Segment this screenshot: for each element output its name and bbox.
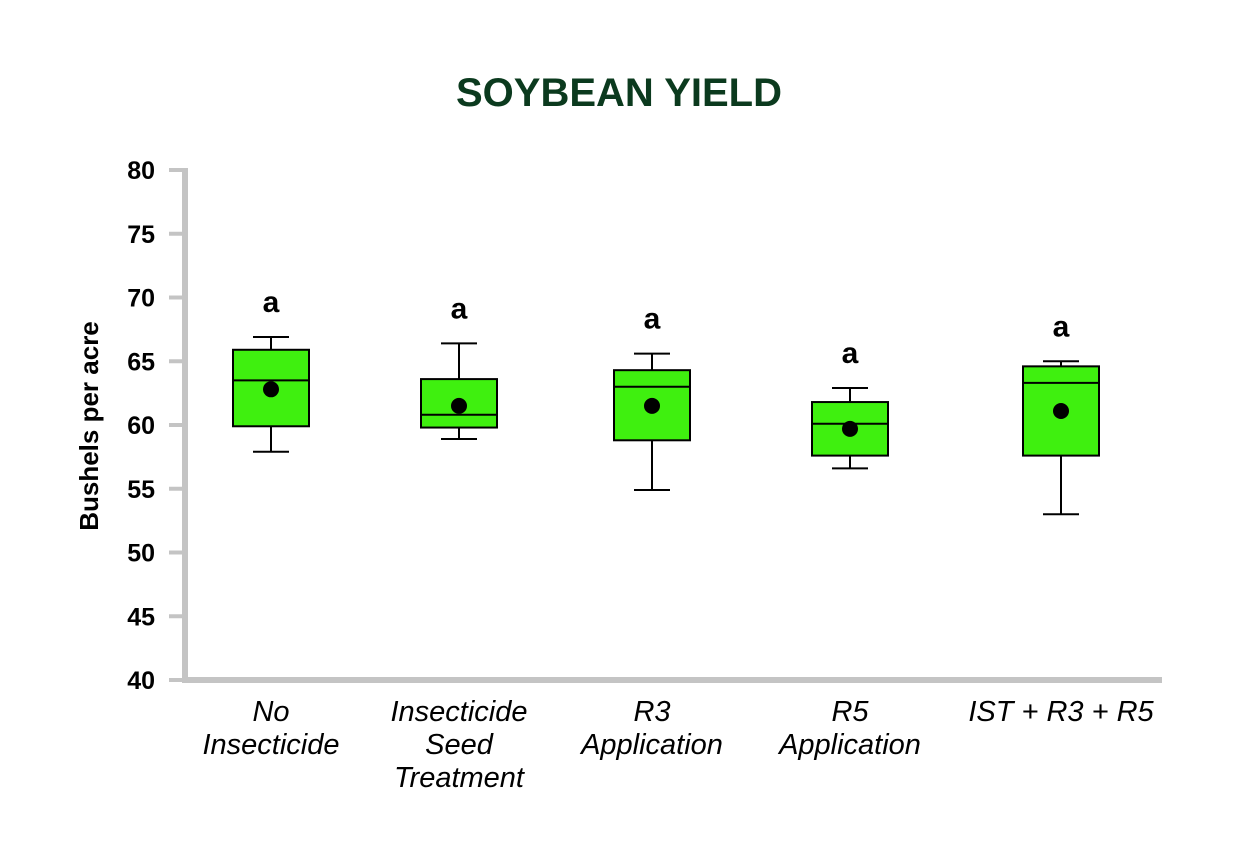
category-label-line: R3 xyxy=(633,696,670,728)
mean-marker xyxy=(263,381,279,398)
y-tick-label: 60 xyxy=(127,412,155,440)
category-label: R5 Application xyxy=(777,696,921,761)
category-label: R3 Application xyxy=(579,696,723,761)
category-label-line: Insecticide xyxy=(202,729,339,761)
category-label-line: Application xyxy=(579,729,723,761)
box-group: a xyxy=(613,303,691,492)
chart-title: SOYBEAN YIELD xyxy=(456,71,782,115)
category-label-line: Seed xyxy=(425,729,494,761)
significance-letter: a xyxy=(644,303,661,336)
mean-marker xyxy=(1053,402,1069,419)
significance-letter: a xyxy=(451,292,468,325)
significance-letter: a xyxy=(842,337,859,370)
y-tick-label: 75 xyxy=(127,221,155,249)
category-label-line: Insecticide xyxy=(390,696,527,728)
category-label-line: No xyxy=(252,696,289,728)
y-axis-ticks: 40 45 50 55 60 65 70 75 80 xyxy=(127,157,185,695)
category-label: IST + R3 + R5 xyxy=(968,696,1154,728)
significance-letter: a xyxy=(263,286,280,319)
category-label-line: R5 xyxy=(831,696,869,728)
category-label: Insecticide Seed Treatment xyxy=(390,696,527,794)
box-group: a xyxy=(232,286,310,453)
category-label: No Insecticide xyxy=(202,696,339,761)
category-label-line: IST + R3 + R5 xyxy=(968,696,1154,728)
category-label-line: Treatment xyxy=(394,762,526,794)
y-tick-label: 70 xyxy=(127,285,155,313)
mean-marker xyxy=(451,397,467,414)
y-tick-label: 65 xyxy=(127,348,155,376)
box-group: a xyxy=(811,337,889,470)
y-tick-label: 40 xyxy=(127,667,155,695)
y-tick-label: 50 xyxy=(127,540,155,568)
mean-marker xyxy=(644,397,660,414)
y-tick-label: 45 xyxy=(127,603,155,631)
significance-letter: a xyxy=(1053,310,1070,343)
box-group: a xyxy=(420,292,498,441)
box-group: a xyxy=(1022,310,1100,516)
mean-marker xyxy=(842,420,858,437)
y-tick-label: 55 xyxy=(127,476,155,504)
y-tick-label: 80 xyxy=(127,157,155,185)
category-label-line: Application xyxy=(777,729,921,761)
boxes: a a a a a xyxy=(232,286,1100,516)
y-axis-label: Bushels per acre xyxy=(74,321,104,531)
